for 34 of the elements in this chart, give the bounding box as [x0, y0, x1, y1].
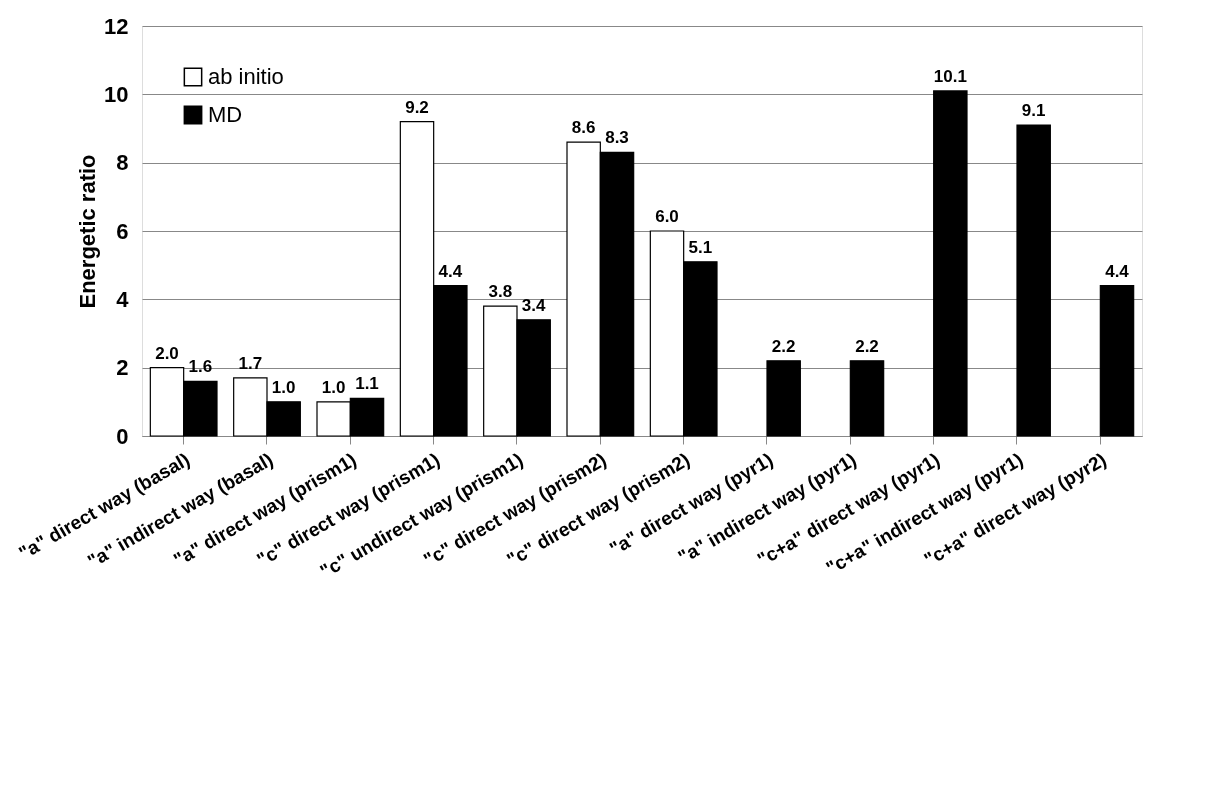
data-label: 3.4: [521, 295, 547, 315]
data-label: 8.3: [605, 128, 629, 148]
data-label: 1.7: [238, 353, 263, 373]
data-label: 9.2: [405, 97, 429, 117]
y-tick-label: 4: [116, 286, 130, 312]
data-label: 2.0: [155, 343, 179, 363]
bar: [766, 360, 801, 437]
data-label: 8.6: [571, 118, 596, 138]
y-tick-label: 6: [116, 218, 129, 244]
data-label: 1.1: [355, 374, 379, 394]
data-label: 6.0: [655, 207, 679, 226]
bar: [849, 360, 885, 437]
data-label: 5.1: [688, 237, 713, 257]
data-label: 1.6: [188, 357, 213, 377]
data-label: 1.0: [321, 377, 346, 397]
y-tick-label: 0: [116, 423, 129, 449]
bar: [1099, 285, 1135, 437]
bar: [933, 90, 968, 437]
y-tick-label: 10: [104, 81, 129, 107]
data-label: 2.2: [771, 336, 796, 356]
y-axis-title: Energetic ratio: [75, 154, 101, 309]
data-label: 3.8: [488, 282, 513, 302]
bar: [1016, 124, 1051, 437]
legend-label: MD: [208, 102, 243, 127]
y-tick-label: 12: [104, 13, 129, 39]
data-label: 2.2: [855, 336, 879, 356]
legend-label: ab initio: [208, 64, 284, 89]
data-label: 4.4: [438, 261, 463, 281]
y-tick-label: 8: [116, 150, 129, 176]
data-label: 10.1: [933, 66, 967, 86]
data-label: 1.0: [271, 377, 296, 397]
y-tick-label: 2: [116, 355, 129, 381]
data-label: 9.1: [1021, 101, 1046, 121]
data-label: 4.4: [1105, 261, 1130, 281]
